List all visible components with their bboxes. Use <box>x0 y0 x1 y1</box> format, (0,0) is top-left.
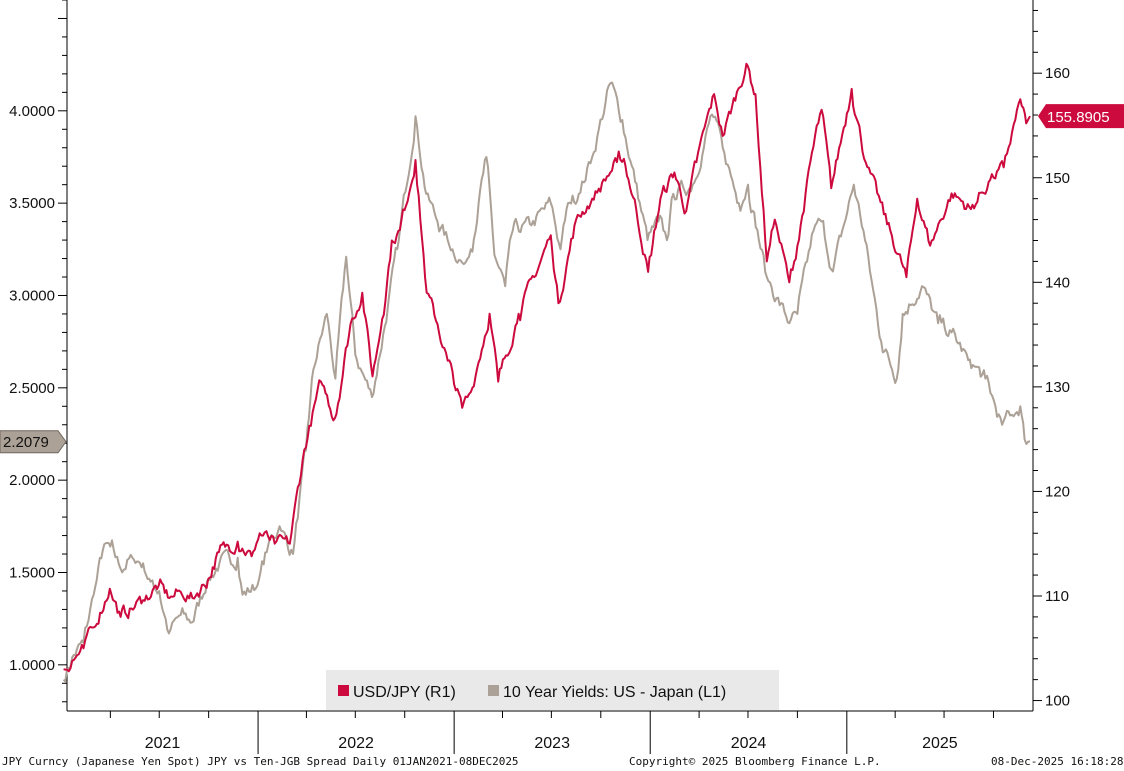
left-tick-label: 2.5000 <box>9 380 55 397</box>
right-tick-label: 120 <box>1045 483 1070 500</box>
footer-description: JPY Curncy (Japanese Yen Spot) JPY vs Te… <box>2 755 519 768</box>
year-label: 2021 <box>145 735 181 752</box>
axis-ticks <box>58 0 1042 754</box>
right-tick-label: 130 <box>1045 379 1070 396</box>
legend-swatch-usdjpy <box>338 685 349 696</box>
left-tick-label: 3.0000 <box>9 287 55 304</box>
series-lines <box>62 62 1031 683</box>
right-tick-label: 110 <box>1045 588 1069 605</box>
left-axis-tick-labels: 1.0000 1.5000 2.0000 2.5000 3.0000 3.5000 4.00… <box>9 103 55 674</box>
plot-frame <box>66 0 1034 712</box>
last-value-flags: 2.2079 155.8905 <box>0 104 1124 454</box>
right-tick-label: 150 <box>1045 170 1070 187</box>
left-last-value-flag <box>0 430 67 454</box>
footer-timestamp: 08-Dec-2025 16:18:28 <box>991 755 1124 768</box>
x-axis-year-labels: 2021 2022 2023 2024 2025 <box>145 735 958 752</box>
legend-label-spread: 10 Year Yields: US - Japan (L1) <box>503 684 726 701</box>
right-tick-label: 100 <box>1045 693 1070 710</box>
right-tick-label: 160 <box>1045 65 1070 82</box>
left-tick-label: 1.0000 <box>9 657 55 674</box>
right-tick-label: 140 <box>1045 274 1070 291</box>
right-last-value-label: 155.8905 <box>1047 109 1110 126</box>
year-label: 2024 <box>731 735 767 752</box>
legend-box <box>326 670 779 710</box>
left-tick-label: 4.0000 <box>9 103 55 120</box>
footer-copyright: Copyright© 2025 Bloomberg Finance L.P. <box>629 755 881 768</box>
left-tick-label: 1.5000 <box>9 564 55 581</box>
spread-series-line <box>62 81 1031 683</box>
year-label: 2023 <box>534 735 570 752</box>
left-tick-label: 2.0000 <box>9 472 55 489</box>
legend: USD/JPY (R1) 10 Year Yields: US - Japan (… <box>326 670 779 710</box>
left-last-value-label: 2.2079 <box>3 434 49 451</box>
usdjpy-series-line <box>63 62 1031 673</box>
year-label: 2022 <box>338 735 374 752</box>
right-axis-tick-labels: 100 110 120 130 140 150 160 <box>1045 65 1070 709</box>
legend-swatch-spread <box>488 685 499 696</box>
left-tick-label: 3.5000 <box>9 195 55 212</box>
year-label: 2025 <box>922 735 958 752</box>
legend-label-usdjpy: USD/JPY (R1) <box>353 684 456 701</box>
right-last-value-flag <box>1038 104 1124 129</box>
